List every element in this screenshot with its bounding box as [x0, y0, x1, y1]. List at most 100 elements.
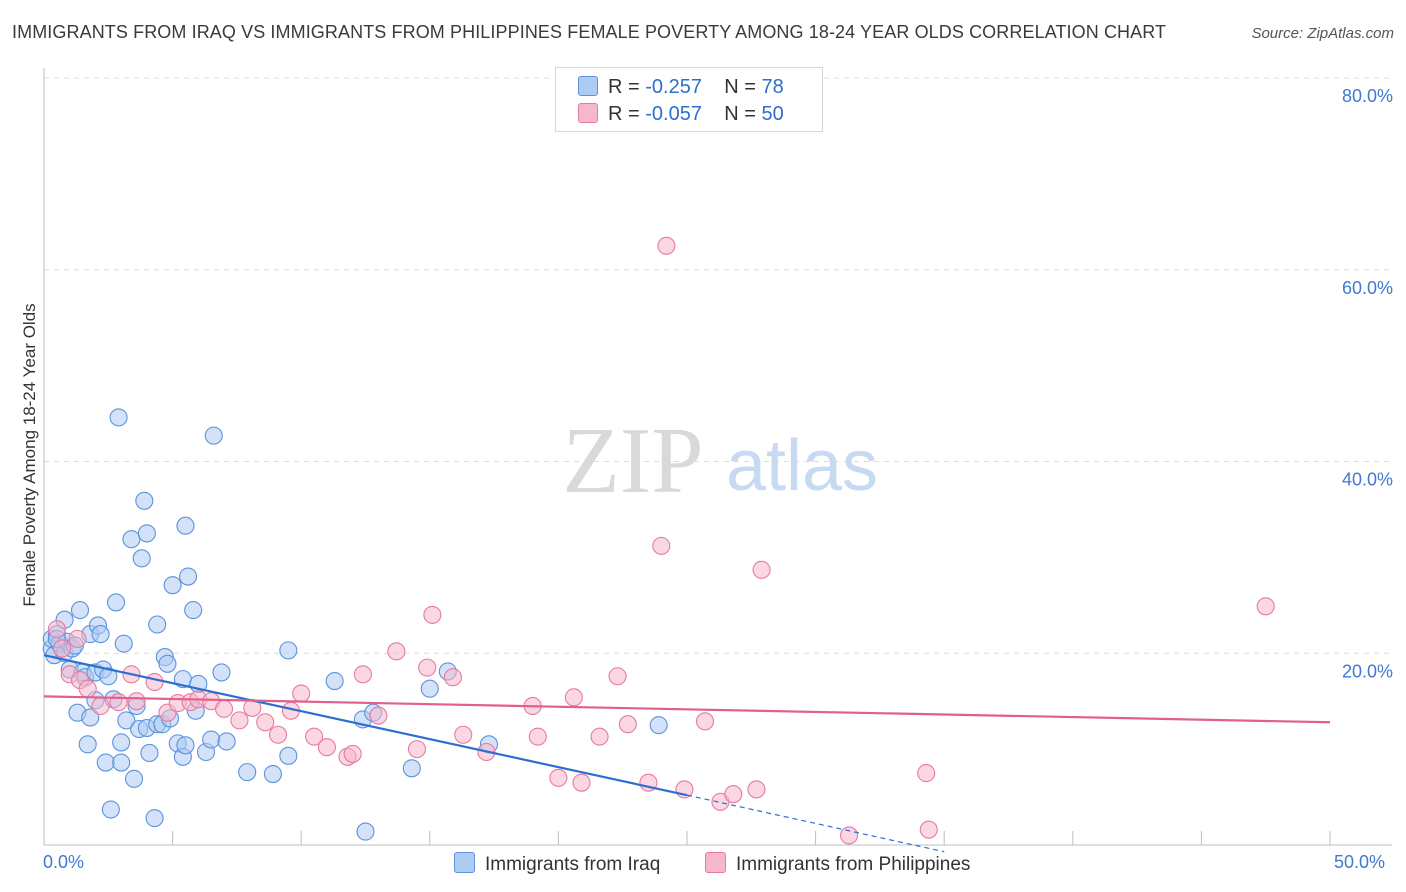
x-tick-label-min: 0.0% [43, 852, 85, 872]
data-point [919, 820, 938, 839]
points-philippines [47, 236, 1275, 845]
data-point [279, 641, 298, 660]
watermark-zip: ZIP [563, 409, 704, 513]
data-point [839, 826, 859, 845]
data-point [618, 715, 637, 734]
data-point [343, 744, 362, 763]
legend-r-label: R = [608, 103, 646, 125]
data-point [443, 668, 462, 687]
data-point [81, 708, 100, 727]
data-point [101, 800, 120, 819]
chart-title: IMMIGRANTS FROM IRAQ VS IMMIGRANTS FROM … [12, 22, 1167, 42]
data-point [369, 706, 388, 725]
data-point [256, 713, 275, 732]
legend-n-value-iraq: 78 [761, 76, 784, 98]
data-point [78, 735, 97, 754]
data-point [178, 567, 198, 586]
data-point [353, 665, 372, 684]
data-point [176, 516, 195, 535]
data-point [145, 809, 164, 828]
data-point [202, 730, 221, 749]
data-point [418, 658, 437, 677]
trend-line-philippines [43, 695, 1331, 724]
axes [43, 68, 1392, 846]
data-point [238, 763, 257, 782]
data-point [917, 764, 936, 783]
data-point [305, 727, 324, 746]
data-point [99, 667, 118, 686]
data-point [127, 692, 146, 711]
trend-line-iraq [43, 654, 688, 797]
legend-n-label: N = [724, 103, 762, 125]
watermark-atlas: atlas [726, 426, 878, 506]
data-point [649, 716, 668, 735]
y-tick-labels: 20.0% 40.0% 60.0% 80.0% [1342, 86, 1393, 681]
data-point [68, 629, 87, 648]
legend-n-label: N = [724, 76, 762, 98]
data-point [217, 732, 236, 751]
data-point [652, 536, 671, 555]
series-legend-philippines: Immigrants from Philippines [705, 852, 970, 876]
legend-r-label: R = [608, 76, 646, 98]
series-label-iraq: Immigrants from Iraq [485, 854, 661, 875]
data-point [695, 712, 715, 731]
data-point [148, 615, 167, 634]
trend-lines [43, 654, 1331, 853]
data-point [109, 408, 128, 427]
data-point [135, 491, 154, 510]
data-point [122, 530, 141, 549]
data-point [564, 688, 583, 707]
data-point [184, 601, 203, 620]
data-point [356, 822, 375, 841]
data-point [106, 593, 126, 612]
data-point [214, 699, 234, 718]
legend-swatch-iraq [578, 76, 598, 96]
correlation-legend: R = -0.257 N = 78 R = -0.057 N = 50 [555, 67, 823, 132]
data-point [1256, 597, 1275, 616]
data-point [279, 746, 298, 765]
data-point [96, 753, 115, 772]
data-point [292, 684, 311, 703]
x-tick-label-max: 50.0% [1334, 852, 1386, 872]
data-point [454, 725, 473, 744]
data-point [124, 769, 144, 788]
data-point [590, 727, 609, 746]
data-point [263, 765, 282, 784]
data-point [70, 601, 90, 620]
legend-swatch-philippines [578, 103, 598, 123]
data-point [572, 773, 591, 792]
data-point [423, 605, 442, 624]
data-point [387, 642, 406, 661]
legend-r-value-iraq: -0.257 [645, 76, 702, 98]
series-legend-iraq: Immigrants from Iraq [454, 852, 660, 876]
series-swatch-philippines [705, 852, 726, 873]
watermark: ZIP atlas [563, 409, 879, 513]
data-point [176, 736, 195, 755]
series-label-philippines: Immigrants from Philippines [736, 854, 971, 875]
data-point [212, 663, 231, 682]
series-swatch-iraq [454, 852, 475, 873]
gridlines [44, 77, 1392, 654]
data-point [747, 780, 766, 799]
data-point [78, 679, 97, 698]
y-tick-label: 20.0% [1342, 661, 1393, 681]
data-point [549, 768, 568, 787]
data-point [608, 667, 627, 686]
data-point [230, 711, 249, 730]
y-tick-label: 60.0% [1342, 278, 1393, 298]
data-point [317, 738, 336, 757]
data-point [724, 785, 743, 804]
data-point [132, 549, 151, 568]
data-point [204, 426, 223, 445]
data-point [269, 725, 288, 744]
data-point [91, 696, 110, 716]
source-credit: Source: ZipAtlas.com [1251, 25, 1394, 42]
data-point [407, 740, 426, 759]
data-point [114, 634, 133, 653]
data-point [112, 733, 131, 752]
data-point [47, 620, 66, 639]
data-point [420, 679, 439, 698]
data-point [145, 672, 164, 692]
data-point [752, 560, 771, 579]
